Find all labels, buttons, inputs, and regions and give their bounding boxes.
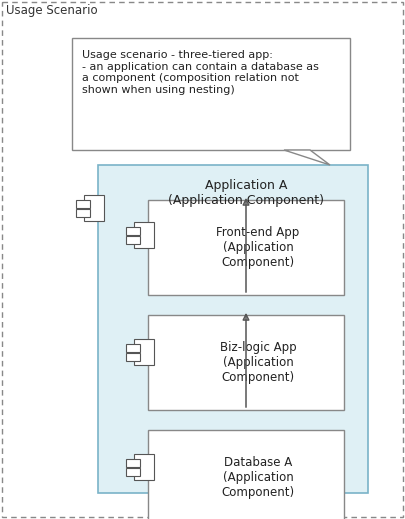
Bar bbox=[76, 209, 90, 216]
Bar bbox=[126, 352, 140, 361]
Text: Usage Scenario: Usage Scenario bbox=[6, 4, 98, 17]
Bar bbox=[134, 222, 154, 248]
Bar bbox=[148, 430, 344, 519]
Bar bbox=[134, 454, 154, 480]
Bar bbox=[84, 195, 104, 221]
Text: Front-end App
(Application
Component): Front-end App (Application Component) bbox=[216, 226, 300, 269]
Bar bbox=[126, 227, 140, 235]
Bar bbox=[72, 38, 350, 150]
Bar bbox=[126, 468, 140, 475]
Text: Database A
(Application
Component): Database A (Application Component) bbox=[222, 456, 294, 499]
Text: Biz-logic App
(Application
Component): Biz-logic App (Application Component) bbox=[220, 341, 296, 384]
Bar bbox=[148, 200, 344, 295]
Text: Usage scenario - three-tiered app:
- an application can contain a database as
a : Usage scenario - three-tiered app: - an … bbox=[82, 50, 319, 95]
Text: Application A
(Application Component): Application A (Application Component) bbox=[168, 179, 324, 207]
Bar bbox=[98, 165, 368, 493]
Bar bbox=[76, 200, 90, 208]
Polygon shape bbox=[284, 150, 330, 165]
Bar bbox=[126, 459, 140, 467]
Bar bbox=[126, 344, 140, 352]
Bar bbox=[148, 315, 344, 410]
Bar bbox=[126, 236, 140, 243]
Bar bbox=[134, 339, 154, 365]
